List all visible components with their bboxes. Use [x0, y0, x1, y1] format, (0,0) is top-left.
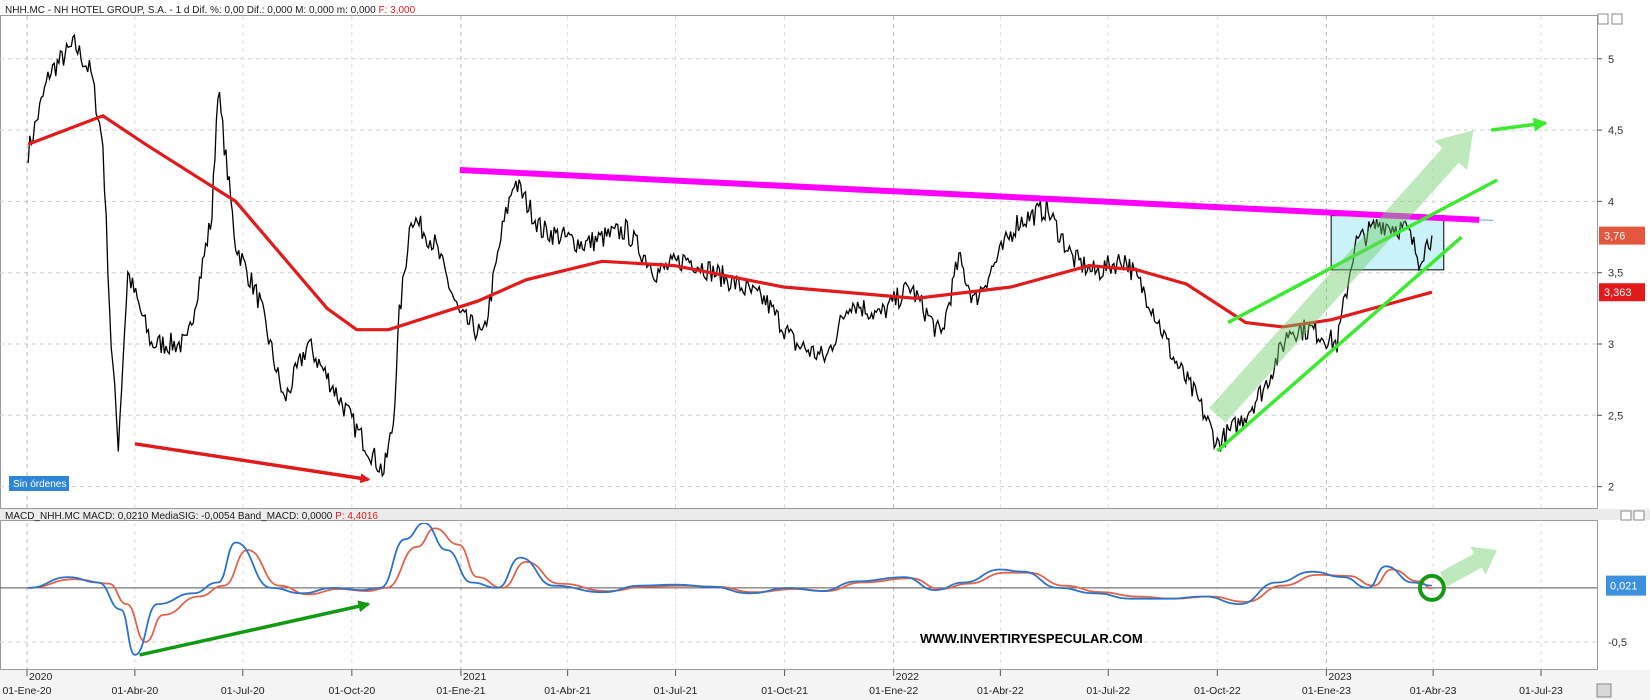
- maximize-icon[interactable]: [1611, 13, 1623, 25]
- price-info: F: 3,000: [378, 5, 415, 16]
- signal-circle: [1417, 573, 1446, 602]
- x-tick-label: 01-Jul-22: [1086, 685, 1130, 697]
- y-tick-label: 2,5: [1608, 410, 1623, 422]
- year-label: 2021: [463, 671, 487, 683]
- x-tick-label: 01-Abr-21: [544, 685, 591, 697]
- ma-value-text: 3,363: [1604, 287, 1632, 299]
- maximize-icon[interactable]: [1633, 510, 1645, 521]
- macd-window-controls[interactable]: [1620, 510, 1645, 521]
- resistance-line[interactable]: [459, 167, 1480, 223]
- macd-up-arrow-head: [1470, 546, 1498, 575]
- resistance-extension: [1479, 219, 1494, 221]
- x-tick-label: 01-Abr-22: [977, 685, 1024, 697]
- macd-header: MACD_NHH.MC MACD: 0,0210 MediaSIG: -0,00…: [5, 511, 378, 522]
- macd-price-info: P: 4,4016: [335, 511, 378, 522]
- macd-value-tag: 0,021: [1606, 575, 1646, 596]
- macd-value-text: 0,021: [1610, 581, 1638, 593]
- scroll-handle[interactable]: [1596, 683, 1612, 698]
- y-tick-label: 3,5: [1608, 268, 1623, 280]
- channel-arrow-head: [1434, 130, 1474, 171]
- year-label: 2022: [896, 671, 920, 683]
- last-price-text: 3,76: [1604, 231, 1625, 243]
- symbol-info: NHH.MC - NH HOTEL GROUP, S.A. - 1 d Dif.…: [5, 5, 376, 16]
- chart-header: NHH.MC - NH HOTEL GROUP, S.A. - 1 d Dif.…: [5, 5, 416, 16]
- y-tick-label: 4,5: [1608, 125, 1623, 137]
- minimize-icon[interactable]: [1597, 13, 1609, 25]
- x-tick-label: 01-Abr-23: [1410, 685, 1457, 697]
- y-tick-label: -0,5: [1608, 637, 1627, 649]
- macd-panel: [0, 520, 1598, 670]
- y-tick-label: 3: [1608, 339, 1614, 351]
- x-tick-label: 01-Oct-20: [329, 685, 376, 697]
- x-tick-label: 01-Ene-22: [869, 685, 918, 697]
- x-tick-label: 01-Jul-21: [654, 685, 698, 697]
- y-tick-label: 2: [1608, 482, 1614, 494]
- main-window-controls[interactable]: [1597, 13, 1623, 25]
- panel-separator[interactable]: [0, 509, 1650, 520]
- orders-badge-label: Sin órdenes: [13, 479, 66, 490]
- x-tick-label: 01-Jul-20: [221, 685, 265, 697]
- moving-average-series: [27, 114, 1433, 332]
- macd-green-arrow: [139, 600, 371, 657]
- x-tick-label: 01-Abr-20: [112, 685, 159, 697]
- y-tick-label: 4: [1608, 196, 1614, 208]
- year-label: 2020: [29, 671, 53, 683]
- year-label: 2023: [1328, 671, 1352, 683]
- channel-upper-line[interactable]: [1227, 178, 1498, 325]
- x-axis-strip: [0, 670, 1650, 700]
- macd-info: MACD_NHH.MC MACD: 0,0210 MediaSIG: -0,00…: [5, 511, 333, 522]
- main-y-axis: 5 4,5 4 3,5 3 2,5 2: [1597, 54, 1623, 494]
- y-tick-label: 5: [1608, 54, 1614, 66]
- channel-lower-line[interactable]: [1216, 235, 1463, 453]
- minimize-icon[interactable]: [1620, 510, 1632, 521]
- x-tick-label: 01-Jul-23: [1519, 685, 1563, 697]
- signal-series: [28, 527, 1433, 643]
- macd-up-arrow: [1439, 553, 1482, 587]
- target-arrow: [1490, 117, 1548, 132]
- x-tick-label: 01-Ene-20: [2, 685, 51, 697]
- orders-badge[interactable]: Sin órdenes: [9, 476, 69, 491]
- last-price-tag: 3,76: [1599, 226, 1645, 245]
- price-series: [27, 33, 1433, 478]
- channel-arrow: [1209, 148, 1459, 423]
- x-axis: 01-Ene-20 01-Abr-20 01-Jul-20 01-Oct-20 01-E…: [2, 670, 1563, 697]
- x-tick-label: 01-Oct-22: [1194, 685, 1241, 697]
- macd-series: [28, 523, 1432, 656]
- main-grid: [0, 16, 1597, 508]
- watermark: WWW.INVERTIRYESPECULAR.COM: [920, 631, 1143, 646]
- x-tick-label: 01-Ene-23: [1302, 685, 1351, 697]
- x-tick-label: 01-Ene-21: [436, 685, 485, 697]
- ma-value-tag: 3,363: [1599, 283, 1645, 302]
- macd-grid: [0, 523, 1597, 669]
- x-tick-label: 01-Oct-21: [761, 685, 808, 697]
- red-trend-arrow: [134, 442, 371, 484]
